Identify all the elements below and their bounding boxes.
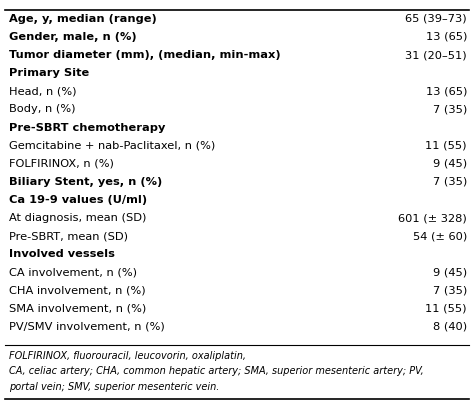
Text: Involved vessels: Involved vessels: [9, 249, 115, 259]
Text: 54 (± 60): 54 (± 60): [413, 231, 467, 241]
Text: 9 (45): 9 (45): [433, 267, 467, 277]
Text: PV/SMV involvement, n (%): PV/SMV involvement, n (%): [9, 321, 165, 331]
Text: 13 (65): 13 (65): [426, 86, 467, 96]
Text: CA involvement, n (%): CA involvement, n (%): [9, 267, 137, 277]
Text: CHA involvement, n (%): CHA involvement, n (%): [9, 285, 146, 295]
Text: 7 (35): 7 (35): [433, 104, 467, 114]
Text: SMA involvement, n (%): SMA involvement, n (%): [9, 303, 146, 313]
Text: 8 (40): 8 (40): [433, 321, 467, 331]
Text: 65 (39–73): 65 (39–73): [405, 14, 467, 24]
Text: 11 (55): 11 (55): [426, 303, 467, 313]
Text: FOLFIRINOX, n (%): FOLFIRINOX, n (%): [9, 158, 114, 168]
Text: 9 (45): 9 (45): [433, 158, 467, 168]
Text: At diagnosis, mean (SD): At diagnosis, mean (SD): [9, 213, 147, 223]
Text: Ca 19-9 values (U/ml): Ca 19-9 values (U/ml): [9, 194, 147, 205]
Text: 13 (65): 13 (65): [426, 32, 467, 42]
Text: 7 (35): 7 (35): [433, 176, 467, 186]
Text: Biliary Stent, yes, n (%): Biliary Stent, yes, n (%): [9, 176, 163, 186]
Text: 31 (20–51): 31 (20–51): [405, 50, 467, 60]
Text: Age, y, median (range): Age, y, median (range): [9, 14, 157, 24]
Text: CA, celiac artery; CHA, common hepatic artery; SMA, superior mesenteric artery; : CA, celiac artery; CHA, common hepatic a…: [9, 366, 424, 375]
Text: Tumor diameter (mm), (median, min-max): Tumor diameter (mm), (median, min-max): [9, 50, 281, 60]
Text: Gemcitabine + nab-Paclitaxel, n (%): Gemcitabine + nab-Paclitaxel, n (%): [9, 140, 216, 150]
Text: portal vein; SMV, superior mesenteric vein.: portal vein; SMV, superior mesenteric ve…: [9, 381, 220, 391]
Text: 11 (55): 11 (55): [426, 140, 467, 150]
Text: 601 (± 328): 601 (± 328): [398, 213, 467, 223]
Text: Pre-SBRT, mean (SD): Pre-SBRT, mean (SD): [9, 231, 128, 241]
Text: Gender, male, n (%): Gender, male, n (%): [9, 32, 137, 42]
Text: Pre-SBRT chemotherapy: Pre-SBRT chemotherapy: [9, 122, 166, 132]
Text: Head, n (%): Head, n (%): [9, 86, 77, 96]
Text: Body, n (%): Body, n (%): [9, 104, 76, 114]
Text: Primary Site: Primary Site: [9, 68, 90, 78]
Text: FOLFIRINOX, fluorouracil, leucovorin, oxaliplatin,: FOLFIRINOX, fluorouracil, leucovorin, ox…: [9, 350, 246, 360]
Text: 7 (35): 7 (35): [433, 285, 467, 295]
